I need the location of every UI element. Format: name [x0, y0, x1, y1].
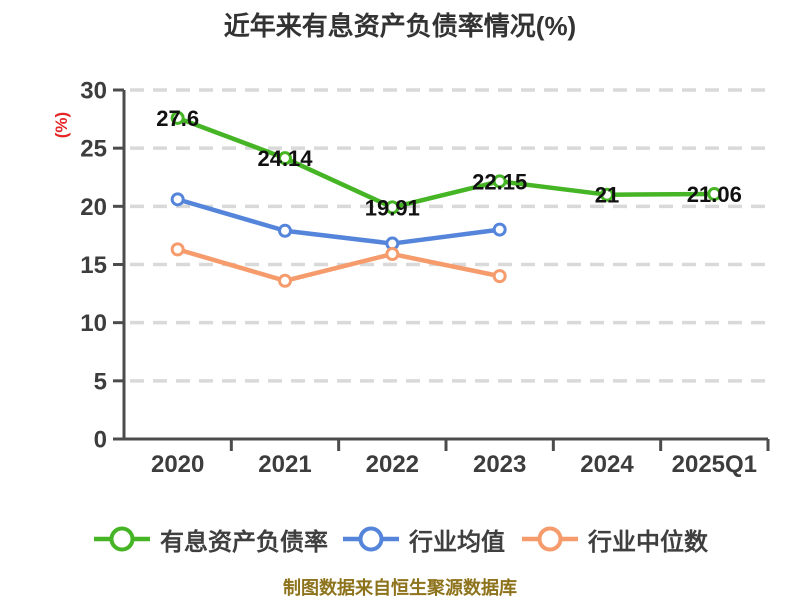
legend-item-series-0[interactable]: 有息资产负债率 [94, 520, 328, 558]
data-point-label: 27.6 [156, 106, 199, 131]
data-point[interactable] [278, 223, 292, 238]
data-point[interactable] [707, 187, 722, 202]
series-line-0 [175, 115, 717, 210]
legend-label: 行业均值 [409, 528, 505, 556]
data-point-label: 22.15 [472, 169, 527, 194]
y-tick-label: 10 [80, 310, 107, 337]
x-tick-label: 2024 [580, 451, 634, 478]
line-marker-icon [522, 526, 578, 552]
y-tick-label: 25 [80, 136, 107, 163]
y-tick-label: 5 [94, 368, 107, 395]
series-line-1 [175, 197, 502, 246]
line-marker-icon [94, 526, 150, 552]
line-marker-icon [343, 526, 399, 552]
data-point[interactable] [170, 110, 185, 125]
legend-item-series-1[interactable]: 行业均值 [343, 520, 505, 558]
legend-label: 有息资产负债率 [160, 528, 328, 556]
y-tick-label: 15 [80, 252, 107, 279]
data-point[interactable] [492, 269, 507, 284]
data-point-label: 24.14 [257, 146, 313, 171]
data-point[interactable] [278, 273, 292, 288]
data-point[interactable] [170, 242, 185, 257]
x-tick-label: 2021 [258, 451, 311, 478]
data-point[interactable] [385, 247, 400, 262]
data-point-label: 21.06 [687, 182, 742, 207]
data-point[interactable] [492, 222, 507, 237]
legend-label: 行业中位数 [588, 528, 708, 556]
x-tick-label: 2020 [151, 451, 204, 478]
data-point-label: 19.91 [365, 195, 420, 220]
series-line-2 [175, 247, 502, 284]
data-point[interactable] [492, 174, 507, 189]
data-source-note: 制图数据来自恒生聚源数据库 [283, 578, 517, 598]
data-point[interactable] [600, 187, 614, 202]
data-point[interactable] [170, 192, 185, 207]
legend-item-series-2[interactable]: 行业中位数 [522, 520, 708, 558]
y-tick-label: 0 [94, 427, 107, 454]
data-point[interactable] [385, 200, 400, 215]
data-point[interactable] [278, 151, 292, 166]
legend: 有息资产负债率 行业均值 行业中位数 [0, 520, 800, 558]
chart-title: 近年来有息资产负债率情况(%) [223, 11, 577, 41]
x-tick-label: 2022 [366, 451, 419, 478]
data-point-label: 21 [595, 183, 619, 208]
x-tick-label: 2023 [473, 451, 526, 478]
y-tick-label: 20 [80, 194, 107, 221]
x-tick-label: 2025Q1 [672, 451, 757, 478]
y-tick-label: 30 [80, 78, 107, 105]
